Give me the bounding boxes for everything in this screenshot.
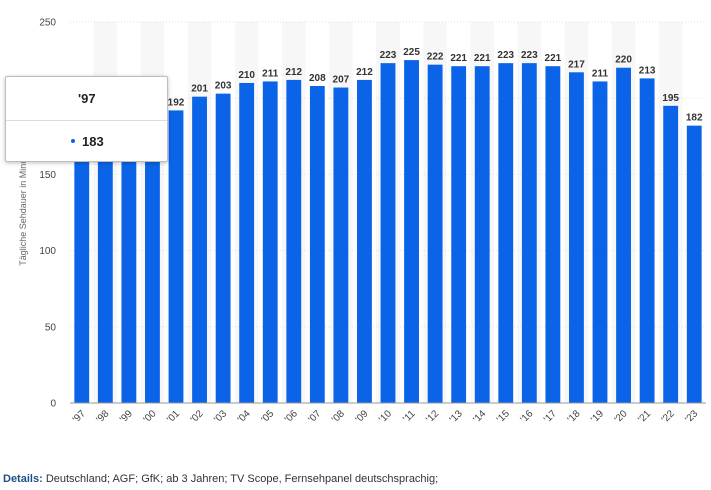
x-tick-label: '97 bbox=[71, 408, 88, 425]
bar[interactable] bbox=[521, 63, 537, 403]
data-label: 221 bbox=[545, 53, 562, 64]
data-label: 217 bbox=[568, 59, 585, 70]
x-tick-label: '21 bbox=[636, 408, 653, 425]
x-tick-label: '22 bbox=[660, 408, 677, 425]
bar[interactable] bbox=[357, 79, 372, 404]
bar[interactable] bbox=[168, 110, 184, 403]
bar[interactable] bbox=[569, 72, 584, 404]
bar[interactable] bbox=[474, 66, 490, 404]
x-tick-label: '10 bbox=[377, 408, 394, 425]
bar[interactable] bbox=[192, 96, 207, 404]
bar[interactable] bbox=[333, 87, 349, 404]
data-label: 210 bbox=[238, 70, 255, 81]
x-tick-label: '06 bbox=[283, 408, 300, 425]
data-label: 192 bbox=[168, 97, 185, 108]
y-tick-label: 50 bbox=[45, 322, 57, 333]
bar[interactable] bbox=[592, 81, 608, 403]
bar[interactable] bbox=[121, 121, 137, 403]
x-tick-label: '15 bbox=[495, 408, 512, 425]
bar[interactable] bbox=[145, 113, 160, 403]
data-label: 221 bbox=[450, 53, 467, 64]
bar[interactable] bbox=[427, 64, 443, 403]
x-tick-label: '07 bbox=[306, 408, 323, 425]
bar[interactable] bbox=[97, 116, 113, 403]
x-tick-label: '00 bbox=[142, 408, 159, 425]
bar[interactable] bbox=[380, 63, 396, 403]
data-label: 212 bbox=[285, 67, 302, 78]
x-tick-label: '23 bbox=[683, 408, 700, 425]
x-tick-label: '12 bbox=[424, 408, 441, 425]
x-tick-label: '13 bbox=[448, 408, 465, 425]
bar[interactable] bbox=[663, 105, 679, 403]
y-tick-label: 250 bbox=[39, 18, 56, 29]
y-axis-title: Tägliche Sehdauer in Minuten bbox=[18, 146, 28, 266]
data-label: 223 bbox=[380, 50, 397, 61]
details-footer: Details: Deutschland; AGF; GfK; ab 3 Jah… bbox=[3, 473, 438, 485]
data-label: 223 bbox=[521, 50, 538, 61]
bar[interactable] bbox=[616, 67, 631, 403]
data-label: 212 bbox=[356, 67, 373, 78]
hover-tooltip: '97 183 bbox=[5, 76, 168, 162]
data-label: 182 bbox=[686, 113, 703, 124]
y-tick-label: 150 bbox=[39, 170, 56, 181]
data-label: 201 bbox=[191, 84, 208, 95]
x-tick-label: '99 bbox=[118, 408, 135, 425]
x-tick-label: '11 bbox=[401, 408, 418, 425]
x-tick-label: '14 bbox=[471, 408, 488, 425]
data-label: 211 bbox=[262, 68, 279, 79]
bar[interactable] bbox=[404, 60, 419, 403]
x-tick-label: '18 bbox=[566, 408, 583, 425]
y-tick-label: 100 bbox=[39, 246, 56, 257]
x-tick-label: '17 bbox=[542, 408, 559, 425]
bar[interactable] bbox=[286, 79, 302, 404]
details-label: Details: bbox=[3, 473, 43, 485]
x-tick-label: '05 bbox=[259, 408, 276, 425]
data-label: 222 bbox=[427, 52, 444, 63]
bar[interactable] bbox=[215, 93, 231, 404]
bar[interactable] bbox=[239, 82, 255, 404]
bar[interactable] bbox=[451, 66, 467, 404]
x-tick-label: '16 bbox=[518, 408, 535, 425]
data-label: 211 bbox=[592, 68, 609, 79]
x-tick-label: '02 bbox=[189, 408, 206, 425]
data-label: 213 bbox=[639, 65, 656, 76]
y-tick-label: 0 bbox=[50, 399, 56, 410]
series-dot-icon bbox=[71, 139, 75, 143]
tooltip-category: '97 bbox=[6, 77, 167, 121]
x-tick-label: '03 bbox=[212, 408, 229, 425]
data-label: 208 bbox=[309, 73, 326, 84]
data-label: 225 bbox=[403, 47, 420, 58]
data-label: 195 bbox=[662, 93, 679, 104]
x-tick-label: '19 bbox=[589, 408, 606, 425]
data-label: 203 bbox=[215, 81, 232, 92]
x-tick-label: '01 bbox=[165, 408, 182, 425]
x-tick-label: '08 bbox=[330, 408, 347, 425]
bar[interactable] bbox=[686, 125, 702, 403]
details-text: Deutschland; AGF; GfK; ab 3 Jahren; TV S… bbox=[45, 473, 439, 485]
bar[interactable] bbox=[498, 63, 514, 403]
x-tick-label: '04 bbox=[236, 408, 253, 425]
data-label: 223 bbox=[497, 50, 514, 61]
x-tick-label: '09 bbox=[354, 408, 371, 425]
bars bbox=[74, 60, 702, 404]
x-tick-label: '98 bbox=[94, 408, 111, 425]
tooltip-value: 183 bbox=[82, 133, 104, 149]
data-label: 220 bbox=[615, 55, 632, 66]
bar[interactable] bbox=[262, 81, 278, 403]
bar[interactable] bbox=[545, 66, 561, 404]
bar[interactable] bbox=[309, 86, 325, 404]
bar-chart: 1831881851901922012032102112122082072122… bbox=[18, 18, 706, 425]
bar[interactable] bbox=[74, 124, 90, 403]
data-label: 207 bbox=[333, 75, 350, 86]
tooltip-value-row: 183 bbox=[6, 121, 167, 161]
data-label: 221 bbox=[474, 53, 491, 64]
x-axis-ticks: '97 '98 '99 '00 '01 '02 '03 '04 '05 '06 '07 '08 '09 '… bbox=[71, 408, 701, 425]
bar[interactable] bbox=[639, 78, 655, 403]
x-tick-label: '20 bbox=[613, 408, 630, 425]
